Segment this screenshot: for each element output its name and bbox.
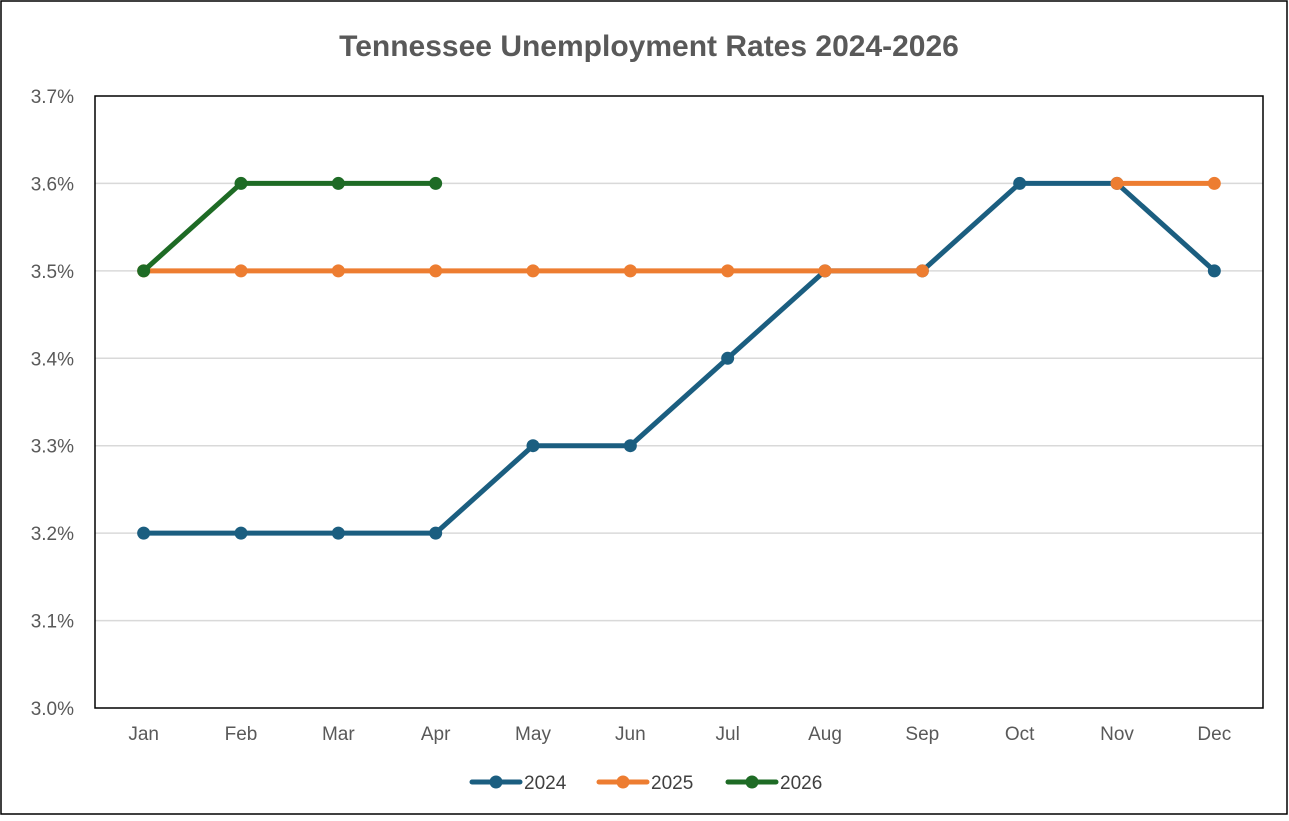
data-point — [1207, 264, 1221, 278]
data-point — [331, 526, 345, 540]
data-point — [429, 176, 443, 190]
x-tick-label: Jan — [128, 724, 159, 745]
legend-label: 2025 — [651, 773, 693, 794]
y-tick-label: 3.1% — [31, 612, 74, 633]
series-2026 — [137, 176, 443, 278]
data-point — [526, 439, 540, 453]
y-tick-label: 3.6% — [31, 174, 74, 195]
series-line — [141, 180, 1217, 536]
x-tick-label: Jun — [615, 724, 646, 745]
legend-item-2025: 2025 — [596, 773, 693, 794]
data-point — [429, 264, 443, 278]
series-2025 — [137, 176, 1221, 278]
legend-label: 2026 — [780, 773, 822, 794]
x-tick-label: Sep — [905, 724, 939, 745]
chart-title: Tennessee Unemployment Rates 2024-2026 — [339, 30, 959, 63]
legend-marker — [616, 775, 630, 789]
legend: 2024 2025 2026 — [469, 773, 822, 794]
y-tick-label: 3.2% — [31, 524, 74, 545]
data-point — [234, 526, 248, 540]
data-point — [331, 176, 345, 190]
data-point — [331, 264, 345, 278]
data-point — [1110, 176, 1124, 190]
y-axis-tick-labels: 3.0% 3.1% 3.2% 3.3% 3.4% 3.5% 3.6% 3.7% — [31, 87, 74, 720]
plot-area-border — [94, 95, 1264, 709]
x-tick-label: Mar — [322, 724, 355, 745]
data-point — [234, 176, 248, 190]
y-tick-label: 3.4% — [31, 349, 74, 370]
x-axis-tick-labels: Jan Feb Mar Apr May Jun Jul Aug Sep Oct Nov Dec — [128, 724, 1231, 745]
y-tick-label: 3.5% — [31, 262, 74, 283]
data-point — [429, 526, 443, 540]
data-point — [818, 264, 832, 278]
legend-marker — [489, 775, 503, 789]
data-point — [137, 526, 151, 540]
data-point — [526, 264, 540, 278]
x-tick-label: Jul — [716, 724, 740, 745]
data-point — [623, 264, 637, 278]
data-point — [623, 439, 637, 453]
series-line — [141, 180, 439, 274]
x-tick-label: May — [515, 724, 551, 745]
data-point — [1013, 176, 1027, 190]
legend-marker — [745, 775, 759, 789]
x-tick-label: Nov — [1100, 724, 1134, 745]
data-point — [721, 351, 735, 365]
data-point — [915, 264, 929, 278]
data-point — [234, 264, 248, 278]
y-tick-label: 3.7% — [31, 87, 74, 108]
x-tick-label: Apr — [421, 724, 451, 745]
y-tick-label: 3.3% — [31, 437, 74, 458]
data-point — [721, 264, 735, 278]
x-tick-label: Dec — [1197, 724, 1231, 745]
legend-label: 2024 — [524, 773, 567, 794]
legend-item-2026: 2026 — [725, 773, 822, 794]
data-point — [1207, 176, 1221, 190]
data-point — [137, 264, 151, 278]
series-layer — [137, 176, 1221, 540]
y-tick-label: 3.0% — [31, 699, 74, 720]
x-tick-label: Oct — [1005, 724, 1035, 745]
x-tick-label: Aug — [808, 724, 842, 745]
legend-item-2024: 2024 — [469, 773, 567, 794]
x-tick-label: Feb — [225, 724, 258, 745]
